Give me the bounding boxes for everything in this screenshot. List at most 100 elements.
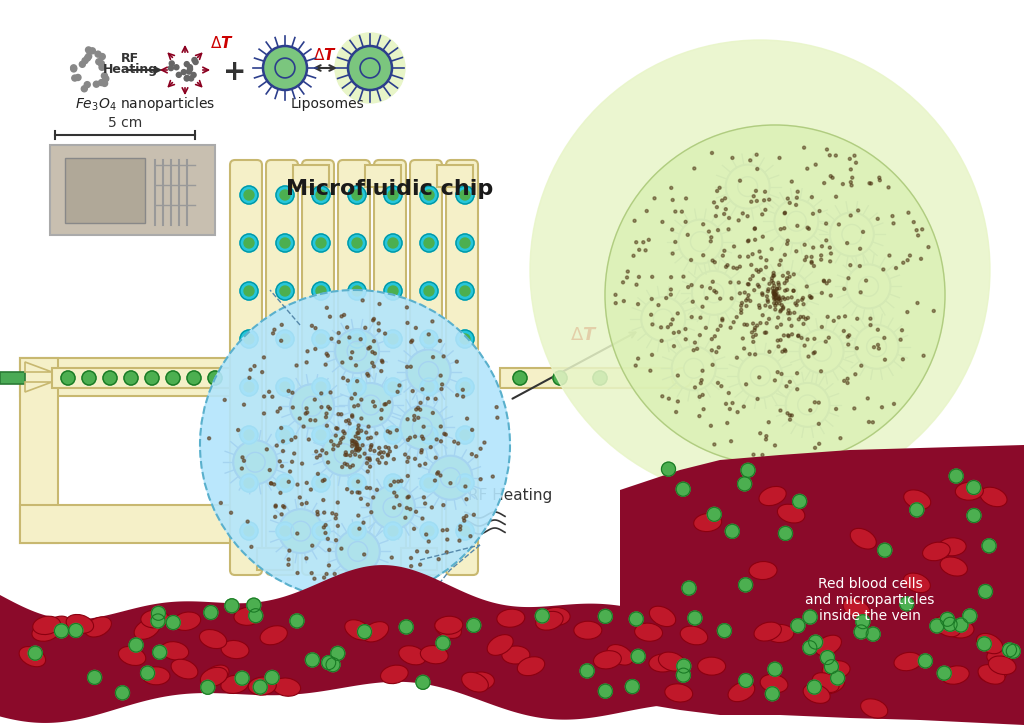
Circle shape [431,356,434,359]
Ellipse shape [938,538,967,556]
Circle shape [460,430,470,440]
Circle shape [690,315,693,318]
Ellipse shape [987,647,1015,665]
Circle shape [223,399,226,402]
Circle shape [829,175,833,178]
Circle shape [631,650,645,663]
Circle shape [750,263,753,266]
Circle shape [373,339,376,343]
Circle shape [673,344,676,348]
Circle shape [367,425,370,428]
Circle shape [244,478,254,488]
Circle shape [741,212,744,215]
Circle shape [420,186,438,204]
Circle shape [300,502,303,505]
Circle shape [187,67,193,72]
Circle shape [362,521,365,524]
Circle shape [670,288,673,291]
Circle shape [703,283,724,303]
Circle shape [804,318,807,320]
Circle shape [803,146,806,149]
Circle shape [388,334,398,344]
Circle shape [866,397,869,400]
Circle shape [262,395,265,398]
Circle shape [323,478,326,481]
Circle shape [386,453,389,456]
Circle shape [776,316,779,319]
Circle shape [312,234,330,252]
Ellipse shape [362,621,389,642]
Circle shape [409,507,412,510]
Ellipse shape [435,616,463,634]
Circle shape [276,186,294,204]
Circle shape [749,299,752,302]
Circle shape [761,453,764,457]
Circle shape [768,282,771,286]
Circle shape [140,666,155,680]
Circle shape [791,618,805,633]
Ellipse shape [894,652,922,671]
Ellipse shape [32,623,59,642]
Circle shape [882,268,885,271]
Circle shape [824,222,827,225]
Circle shape [240,186,258,204]
Circle shape [460,238,470,248]
Circle shape [739,304,742,307]
Ellipse shape [658,652,686,671]
Circle shape [336,501,339,504]
Circle shape [348,330,366,348]
Circle shape [777,302,780,305]
Circle shape [343,313,346,316]
Ellipse shape [903,573,931,592]
Circle shape [456,282,474,300]
Circle shape [283,506,286,509]
Ellipse shape [803,684,830,703]
Circle shape [187,371,201,385]
Circle shape [434,397,437,400]
Circle shape [306,411,309,414]
Circle shape [424,526,434,536]
Polygon shape [25,382,52,392]
Circle shape [352,430,362,440]
Circle shape [667,326,670,328]
Circle shape [764,190,767,194]
Circle shape [635,241,638,244]
Circle shape [822,181,825,185]
Circle shape [803,344,806,347]
Circle shape [758,304,761,307]
Circle shape [353,392,356,395]
Text: $\Delta$T: $\Delta$T [570,326,598,344]
Circle shape [322,499,325,502]
Circle shape [388,382,398,392]
Circle shape [367,347,370,350]
Circle shape [706,297,708,299]
Circle shape [288,549,291,552]
Circle shape [660,220,664,223]
Circle shape [777,298,780,301]
Circle shape [305,557,308,560]
Circle shape [414,457,417,460]
Circle shape [684,220,687,223]
Circle shape [352,478,362,488]
Circle shape [645,210,648,212]
Circle shape [403,453,407,456]
Circle shape [835,407,838,410]
Circle shape [781,274,784,277]
Circle shape [921,228,924,231]
Circle shape [280,478,290,488]
Circle shape [786,412,790,415]
Circle shape [713,201,716,204]
Circle shape [430,506,433,509]
Circle shape [740,302,743,304]
Circle shape [846,241,849,244]
Circle shape [859,291,862,294]
Circle shape [310,571,313,575]
Circle shape [364,452,366,455]
Circle shape [671,318,674,321]
Circle shape [54,624,69,638]
Circle shape [687,286,689,289]
Circle shape [817,423,820,426]
Circle shape [797,335,800,338]
Circle shape [665,297,668,299]
Circle shape [381,360,384,363]
